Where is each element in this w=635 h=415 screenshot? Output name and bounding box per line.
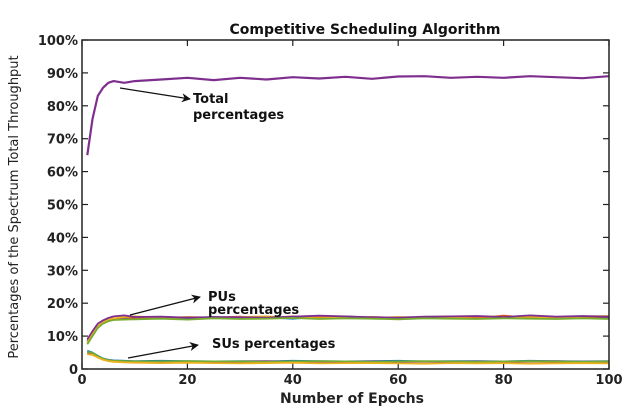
x-tick-label: 60	[389, 373, 407, 388]
y-tick-label: 0	[69, 363, 78, 378]
series-line-su-5	[87, 353, 610, 365]
pu-annotation-line1: PUs	[208, 290, 236, 305]
series-lines	[86, 75, 610, 365]
y-tick-label: 30%	[47, 264, 78, 279]
series-line-total	[86, 75, 610, 156]
y-tick-label: 10%	[47, 330, 78, 345]
series-line-su-1	[87, 350, 610, 363]
pu-annotation-line2: percentages	[208, 303, 299, 318]
y-tick-label: 50%	[47, 199, 78, 214]
series-line-su-4	[87, 351, 610, 363]
y-tick-label: 40%	[47, 231, 78, 246]
x-tick-label: 100	[595, 373, 622, 388]
su-arrow	[127, 342, 199, 359]
series-line-pu-3	[86, 315, 610, 344]
y-tick-label: 60%	[47, 166, 78, 181]
y-tick-label: 100%	[38, 34, 78, 49]
series-line-pu-5	[86, 317, 610, 345]
x-axis-label: Number of Epochs	[280, 391, 424, 407]
chart-title: Competitive Scheduling Algorithm	[230, 22, 501, 38]
y-tick-label: 20%	[47, 297, 78, 312]
plot-frame	[81, 39, 610, 370]
y-tick-label: 70%	[47, 133, 78, 148]
y-tick-label: 80%	[47, 100, 78, 115]
x-tick-label: 80	[495, 373, 513, 388]
total-annotation-line1: Total	[193, 92, 229, 107]
series-line-pu-4	[86, 314, 610, 340]
pu-arrow	[129, 294, 201, 316]
total-annotation-line2: percentages	[193, 108, 284, 123]
total-arrow	[119, 87, 191, 103]
x-tick-label: 0	[77, 373, 86, 388]
series-line-pu-1	[86, 315, 610, 342]
axis-ticks: 0 20 40 60 80 100 0 10% 20% 30% 40% 50% 60% 70% 80% 90%…	[38, 34, 623, 388]
su-annotation: SUs percentages	[212, 337, 336, 352]
x-tick-label: 40	[284, 373, 302, 388]
y-tick-label: 90%	[47, 67, 78, 82]
y-axis-label: Percentages of the Spectrum Total Throug…	[7, 55, 22, 358]
x-tick-label: 20	[178, 373, 196, 388]
